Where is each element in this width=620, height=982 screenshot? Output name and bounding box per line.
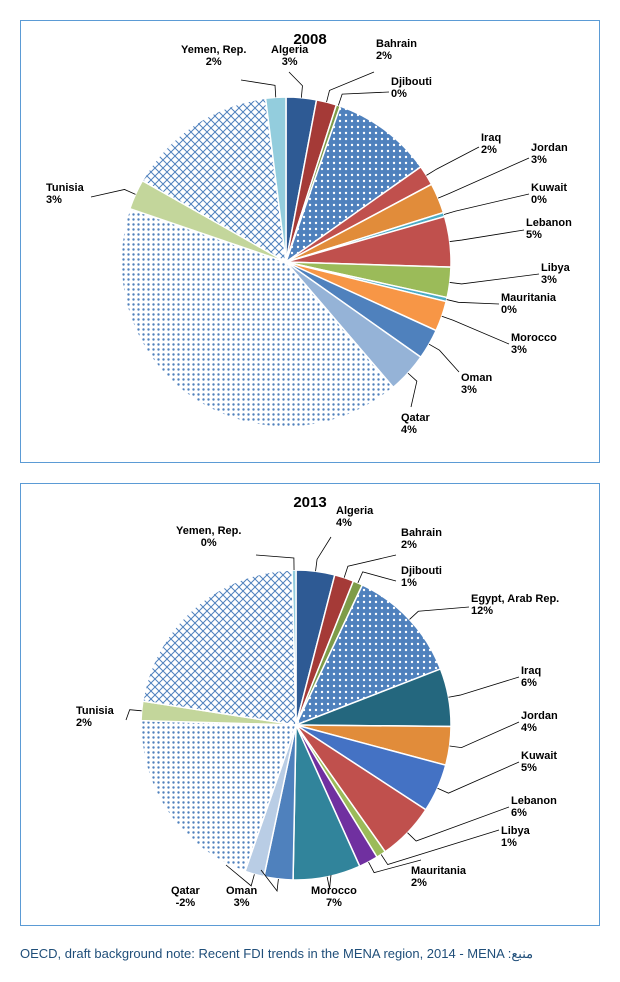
- chart-2008-area: Algeria3%Bahrain2%Djibouti0%Egypt,ArabRe…: [31, 52, 589, 452]
- chart-2008-title: 2008: [31, 31, 589, 48]
- chart-2013-area: Algeria4%Bahrain2%Djibouti1%Egypt, Arab …: [31, 515, 589, 915]
- source-text: OECD, draft background note: Recent FDI …: [20, 946, 600, 962]
- pie-slice-united-arab-emirates: [143, 570, 296, 725]
- chart-2013-title: 2013: [31, 494, 589, 511]
- chart-2013-container: 2013 Algeria4%Bahrain2%Djibouti1%Egypt, …: [20, 483, 600, 926]
- chart-2008-container: 2008 Algeria3%Bahrain2%Djibouti0%Egypt,A…: [20, 20, 600, 463]
